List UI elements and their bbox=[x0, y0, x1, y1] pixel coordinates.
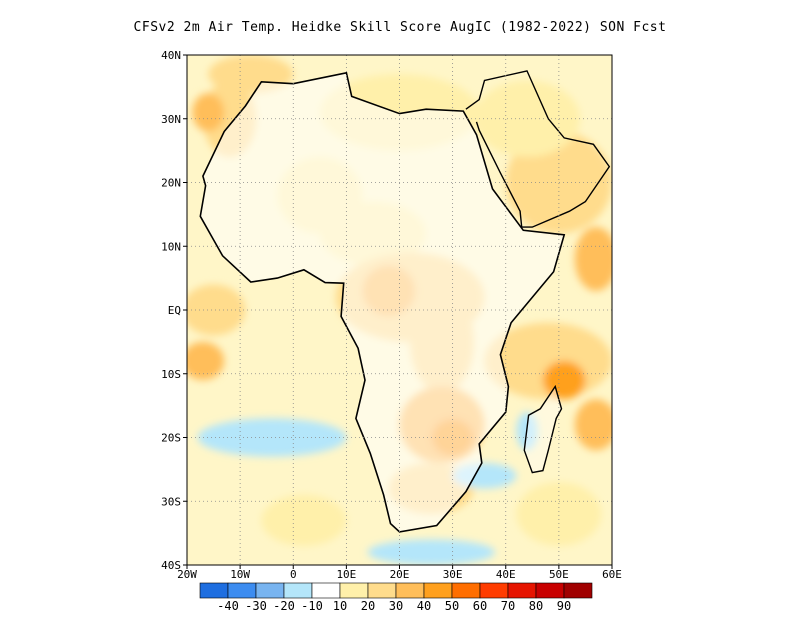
colorbar-swatch bbox=[535, 582, 565, 599]
skill-patch bbox=[542, 361, 586, 400]
colorbar-label: -20 bbox=[273, 599, 295, 613]
map-title: CFSv2 2m Air Temp. Heidke Skill Score Au… bbox=[133, 20, 667, 35]
lon-tick-label: 20W bbox=[177, 568, 197, 581]
colorbar-swatch bbox=[199, 582, 229, 599]
colorbar-label: 80 bbox=[529, 599, 543, 613]
lon-tick-label: 40E bbox=[496, 568, 516, 581]
skill-patch bbox=[187, 284, 246, 336]
colorbar-swatch bbox=[395, 582, 425, 599]
lon-tick-label: 20E bbox=[390, 568, 410, 581]
lon-tick-label: 10W bbox=[230, 568, 250, 581]
colorbar-label: 20 bbox=[361, 599, 375, 613]
colorbar-label: 60 bbox=[473, 599, 487, 613]
colorbar-swatch bbox=[339, 582, 369, 599]
skill-patch bbox=[574, 227, 612, 291]
colorbar-swatch bbox=[367, 582, 397, 599]
colorbar-label: 10 bbox=[333, 599, 347, 613]
colorbar-swatch bbox=[479, 582, 509, 599]
colorbar-swatch bbox=[423, 582, 453, 599]
lon-tick-label: 60E bbox=[602, 568, 622, 581]
colorbar-label: -10 bbox=[301, 599, 323, 613]
lat-tick-label: 20N bbox=[161, 177, 181, 190]
skill-patch bbox=[505, 131, 612, 234]
lat-tick-label: 40N bbox=[161, 49, 181, 62]
madagascar-coastline bbox=[523, 384, 563, 474]
lat-tick-label: EQ bbox=[168, 304, 181, 317]
land-outlines bbox=[199, 70, 611, 533]
colorbar-label: 70 bbox=[501, 599, 515, 613]
colorbar-label: 90 bbox=[557, 599, 571, 613]
lat-tick-label: 30S bbox=[161, 495, 181, 508]
lon-tick-label: 30E bbox=[443, 568, 463, 581]
colorbar-swatch bbox=[283, 582, 313, 599]
colorbar-swatch bbox=[451, 582, 481, 599]
colorbar: -40 -30 -20 -10 10 20 30 40 50 60 70 80 90 bbox=[199, 582, 593, 613]
lat-tick-label: 30N bbox=[161, 113, 181, 126]
colorbar-swatch bbox=[311, 582, 341, 599]
lat-tick-label: 40S bbox=[161, 559, 181, 572]
lon-tick-label: 10E bbox=[336, 568, 356, 581]
colorbar-label: 50 bbox=[445, 599, 459, 613]
lat-tick-label: 10N bbox=[161, 240, 181, 253]
lat-lon-grid bbox=[187, 55, 612, 565]
colorbar-swatch bbox=[563, 582, 593, 599]
colorbar-label: 40 bbox=[417, 599, 431, 613]
colorbar-label: -40 bbox=[217, 599, 239, 613]
colorbar-swatch bbox=[255, 582, 285, 599]
skill-patch bbox=[187, 341, 225, 381]
lat-tick-label: 20S bbox=[161, 432, 181, 445]
lon-tick-label: 50E bbox=[549, 568, 569, 581]
colorbar-swatch bbox=[227, 582, 257, 599]
africa-coastline bbox=[199, 71, 566, 533]
skill-patch bbox=[574, 399, 612, 451]
colorbar-label: -30 bbox=[245, 599, 267, 613]
colorbar-label: 30 bbox=[389, 599, 403, 613]
skill-patch bbox=[261, 494, 347, 546]
skill-patch bbox=[367, 539, 496, 565]
skill-patch bbox=[516, 482, 602, 546]
colorbar-swatch bbox=[507, 582, 537, 599]
lon-tick-label: 0 bbox=[290, 568, 297, 581]
lat-tick-label: 10S bbox=[161, 368, 181, 381]
plot-area bbox=[186, 54, 613, 566]
skill-patch bbox=[192, 93, 225, 132]
